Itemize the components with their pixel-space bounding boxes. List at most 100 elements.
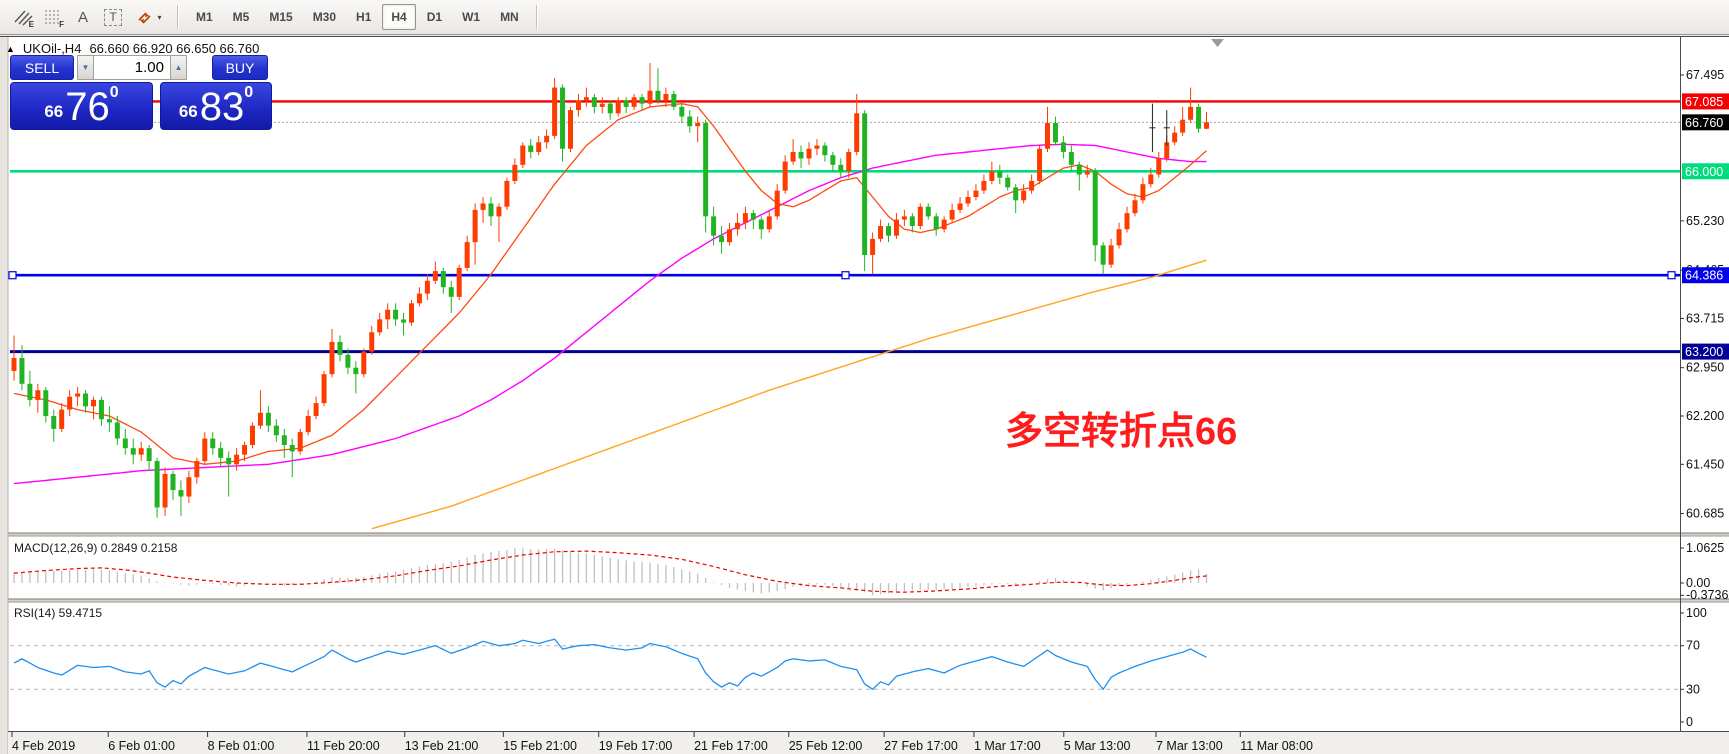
candle-body	[663, 93, 669, 101]
candle-body	[1156, 158, 1162, 175]
candle-body	[647, 90, 653, 104]
price-tick-label: 62.950	[1686, 361, 1724, 375]
timeframe-button-h1[interactable]: H1	[356, 10, 372, 24]
candle-body	[186, 477, 192, 497]
candle-body	[1132, 200, 1138, 214]
price-badge-label: 66.000	[1685, 165, 1723, 179]
candle-body	[870, 238, 876, 255]
candle-body	[1005, 177, 1011, 188]
candle-body	[11, 358, 17, 371]
candle-body	[472, 209, 478, 243]
candle-body	[329, 341, 335, 375]
dropdown-caret-icon[interactable]: ▾	[157, 12, 162, 22]
price-axis[interactable]: 67.49565.23064.46563.71562.95062.20061.4…	[1680, 68, 1729, 729]
line-handle[interactable]	[841, 271, 850, 280]
text-tool-icon[interactable]: A	[77, 8, 88, 26]
price-badge	[1682, 343, 1729, 360]
toolbar-separator	[535, 5, 538, 29]
candle-body	[886, 226, 891, 236]
candle-body	[1188, 106, 1194, 120]
slowest-ma-line	[371, 259, 1207, 530]
candle-body	[917, 206, 923, 227]
candle-body	[1060, 142, 1066, 152]
bid-price-panel[interactable]: 66 76 0	[10, 82, 153, 130]
candle-body	[854, 113, 860, 152]
candle-body	[671, 93, 677, 107]
candle-body	[703, 122, 709, 217]
candle-body	[377, 319, 383, 333]
candle-body	[1180, 119, 1186, 133]
candle-body	[679, 106, 685, 117]
candle-body	[242, 444, 248, 455]
price-badge	[1682, 114, 1729, 131]
candle-body	[226, 457, 232, 465]
candle-body	[838, 164, 844, 172]
candle-body	[162, 473, 168, 508]
candle-body	[695, 122, 701, 127]
timeframe-button-m15[interactable]: M15	[269, 10, 293, 24]
arrow-tools-icon[interactable]: ▾	[129, 3, 169, 31]
time-axis[interactable]: 4 Feb 2019 6 Feb 01:00 8 Feb 01:00 11 Feb 2…	[11, 732, 1313, 753]
candle-body	[1021, 190, 1027, 201]
fibonacci-retracement-tool-icon[interactable]: F	[45, 10, 64, 29]
timeframe-button-m30[interactable]: M30	[312, 10, 337, 24]
candle-body	[1148, 174, 1154, 185]
timeframe-button-m1[interactable]: M1	[196, 10, 213, 24]
candle-body	[345, 354, 351, 368]
candle-body	[416, 293, 422, 304]
time-tick-label: 27 Feb 17:00	[884, 739, 958, 753]
volume-decrease-button[interactable]: ▼	[77, 55, 94, 80]
timeframe-button-mn[interactable]: MN	[500, 10, 519, 24]
timeframe-button-w1[interactable]: W1	[462, 10, 481, 24]
candle-body	[138, 448, 144, 455]
timeframe-button-m5[interactable]: M5	[232, 10, 250, 24]
equidistant-channel-tool-icon[interactable]: E	[9, 3, 37, 31]
candle-body	[583, 97, 589, 101]
candle-body	[1068, 151, 1074, 165]
line-handle[interactable]	[8, 271, 17, 280]
panel-splitter[interactable]	[8, 599, 1729, 602]
candle-body	[43, 390, 49, 416]
candle-body	[607, 103, 613, 114]
candle-body	[409, 303, 414, 323]
candle-body	[687, 116, 693, 127]
candle-body	[1140, 184, 1146, 201]
annotation-text[interactable]: 多空转折点66	[1005, 411, 1237, 453]
candle-body	[941, 219, 947, 230]
candle-body	[106, 419, 112, 423]
text-label-tool-icon[interactable]: T	[99, 3, 127, 31]
buy-button[interactable]: BUY	[212, 55, 268, 80]
candle-body	[393, 309, 399, 320]
candle-body	[552, 87, 558, 136]
candle-body	[560, 87, 566, 149]
timeframe-button-d1[interactable]: D1	[426, 10, 443, 24]
candle-body	[655, 90, 661, 101]
chart-shift-marker-icon[interactable]	[1211, 39, 1224, 47]
collapse-triangle-icon[interactable]: ▲	[6, 43, 15, 54]
volume-input[interactable]	[94, 55, 170, 80]
rsi-axis-label: 70	[1686, 639, 1700, 653]
volume-increase-button[interactable]: ▲	[170, 55, 187, 80]
quote-ohlc: 66.660 66.920 66.650 66.760	[89, 41, 260, 56]
candle-body	[1124, 213, 1130, 230]
line-handle[interactable]	[1667, 271, 1676, 280]
panel-splitter[interactable]	[8, 533, 1729, 536]
candle-body	[369, 332, 375, 352]
sell-button[interactable]: SELL	[10, 55, 74, 80]
time-tick-label: 21 Feb 17:00	[694, 739, 768, 753]
candle-body	[114, 422, 120, 439]
price-badge-label: 64.386	[1685, 269, 1723, 283]
ask-price-panel[interactable]: 66 83 0	[160, 82, 272, 130]
candle-body	[1076, 164, 1082, 175]
time-tick-label: 13 Feb 21:00	[405, 739, 479, 753]
candle-body	[464, 242, 470, 268]
symbol-title: UKOil-,H4	[22, 41, 82, 56]
price-badge-label: 67.085	[1685, 95, 1723, 109]
macd-label: MACD(12,26,9) 0.2849 0.2158	[14, 541, 178, 555]
time-tick-label: 4 Feb 2019	[12, 739, 75, 753]
candle-body	[59, 409, 65, 429]
mid-ma-line	[13, 143, 1207, 485]
ask-price-pips: 83	[199, 85, 245, 129]
candle-body	[1108, 245, 1114, 265]
timeframe-button-h4[interactable]: H4	[382, 4, 416, 30]
